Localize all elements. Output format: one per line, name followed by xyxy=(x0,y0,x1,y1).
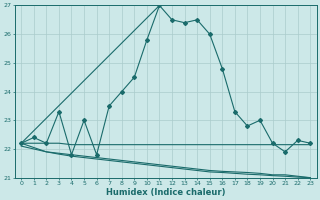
X-axis label: Humidex (Indice chaleur): Humidex (Indice chaleur) xyxy=(106,188,226,197)
